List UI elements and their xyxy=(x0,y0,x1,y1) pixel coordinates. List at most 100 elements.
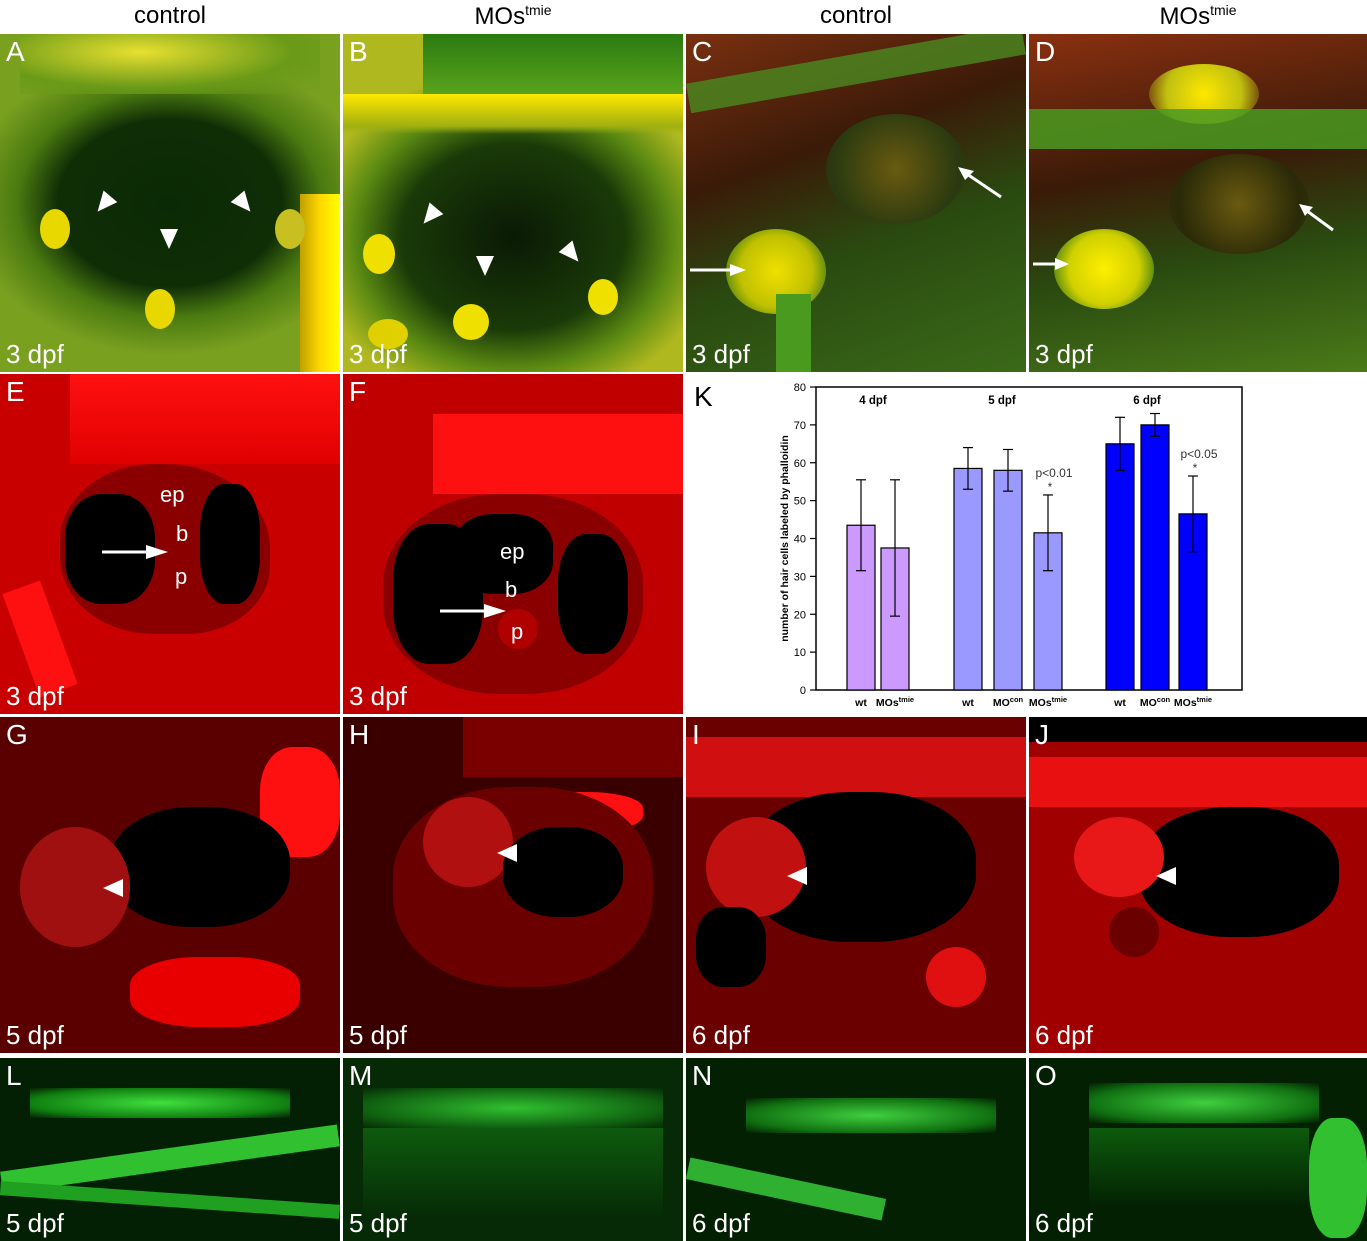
bar-chart: K 0 10 20 30 40 50 60 70 80 number of hair cells l… xyxy=(694,381,1243,709)
panel-letter: B xyxy=(349,36,368,67)
label-ep: ep xyxy=(160,482,185,507)
panel-letter: G xyxy=(6,719,28,750)
panel-letter: A xyxy=(6,36,25,67)
panel-letter: J xyxy=(1035,719,1049,750)
panel-n-micrograph: N 6 dpf xyxy=(686,1058,1026,1241)
y-tick-label: 70 xyxy=(794,420,806,432)
panel-letter: H xyxy=(349,719,370,750)
y-tick-label: 80 xyxy=(794,382,806,394)
arrowhead xyxy=(416,202,444,230)
arrowhead xyxy=(230,190,258,218)
stage-label: 6 dpf xyxy=(1035,1208,1093,1238)
category-label: MOstmie xyxy=(876,695,914,709)
y-tick-label: 0 xyxy=(800,685,806,697)
arrowhead xyxy=(476,256,494,276)
label-ep: ep xyxy=(500,539,525,564)
arrow xyxy=(1299,204,1334,232)
arrowhead xyxy=(497,844,517,862)
group-label: 4 dpf xyxy=(859,395,887,407)
arrow xyxy=(958,167,1002,199)
p-value-annotation: p<0.01 xyxy=(1035,466,1072,480)
stage-label: 5 dpf xyxy=(6,1208,64,1238)
column-header-mos-tmie-1: MOstmie xyxy=(474,2,552,30)
panel-c-micrograph: C 3 dpf xyxy=(686,34,1026,372)
panel-h-micrograph: H 5 dpf xyxy=(343,717,683,1053)
label-p: p xyxy=(511,619,524,644)
bar xyxy=(953,467,983,691)
panel-f-micrograph: ep b p F 3 dpf xyxy=(343,374,683,714)
panel-d-micrograph: D 3 dpf xyxy=(1029,34,1367,372)
arrowhead xyxy=(1156,867,1176,885)
panel-letter: M xyxy=(349,1060,373,1091)
category-label: MOcon xyxy=(993,695,1024,709)
category-label: wt xyxy=(1113,697,1126,709)
bar xyxy=(846,524,876,691)
stage-label: 5 dpf xyxy=(349,1020,407,1050)
panel-m-micrograph: M 5 dpf xyxy=(343,1058,683,1241)
stage-label: 3 dpf xyxy=(6,339,64,369)
stage-label: 5 dpf xyxy=(6,1020,64,1050)
bar xyxy=(1105,443,1135,691)
arrow xyxy=(690,264,746,276)
label-b: b xyxy=(505,577,518,602)
arrowhead xyxy=(160,229,178,249)
group-label: 5 dpf xyxy=(988,395,1016,407)
column-header-control-1: control xyxy=(133,2,207,29)
panel-letter: N xyxy=(692,1060,713,1091)
stage-label: 3 dpf xyxy=(692,339,750,369)
panel-letter: O xyxy=(1035,1060,1057,1091)
arrowhead xyxy=(90,190,118,218)
panel-g-micrograph: G 5 dpf xyxy=(0,717,340,1053)
panel-e-micrograph: ep b p E 3 dpf xyxy=(0,374,340,714)
stage-label: 3 dpf xyxy=(6,681,64,711)
panel-l-micrograph: L 5 dpf xyxy=(0,1058,340,1241)
significance-star: * xyxy=(1048,480,1053,494)
column-header-control-2: control xyxy=(819,2,893,29)
stage-label: 5 dpf xyxy=(349,1208,407,1238)
arrowhead xyxy=(787,867,807,885)
stage-label: 3 dpf xyxy=(349,681,407,711)
y-tick-label: 40 xyxy=(794,534,806,546)
arrow xyxy=(102,545,168,559)
panel-b-micrograph: B 3 dpf xyxy=(343,34,683,372)
p-value-annotation: p<0.05 xyxy=(1180,447,1217,461)
panel-letter: L xyxy=(6,1060,22,1091)
arrow xyxy=(1033,258,1069,270)
arrowhead xyxy=(558,240,586,268)
y-tick-label: 10 xyxy=(794,647,806,659)
stage-label: 6 dpf xyxy=(1035,1020,1093,1050)
panel-letter: I xyxy=(692,719,700,750)
category-label: MOcon xyxy=(1140,695,1171,709)
significance-star: * xyxy=(1193,461,1198,475)
stage-label: 3 dpf xyxy=(349,339,407,369)
chart-k: K 0 10 20 30 40 50 60 70 80 number of hair cells l… xyxy=(686,374,1367,714)
plot-frame xyxy=(815,386,1243,691)
arrow xyxy=(440,604,506,618)
panel-i-micrograph: I 6 dpf xyxy=(686,717,1026,1053)
category-label: wt xyxy=(854,697,867,709)
bar xyxy=(993,469,1023,691)
y-tick-label: 50 xyxy=(794,496,806,508)
category-label: MOstmie xyxy=(1174,695,1212,709)
panel-letter: E xyxy=(6,376,25,407)
stage-label: 6 dpf xyxy=(692,1020,750,1050)
panel-letter: K xyxy=(694,381,713,412)
arrowhead xyxy=(103,879,123,897)
label-p: p xyxy=(175,564,188,589)
y-axis-label: number of hair cells labeled by phalloid… xyxy=(779,435,791,642)
stage-label: 3 dpf xyxy=(1035,339,1093,369)
label-b: b xyxy=(176,521,189,546)
panel-o-micrograph: O 6 dpf xyxy=(1029,1058,1367,1241)
panel-j-micrograph: J 6 dpf xyxy=(1029,717,1367,1053)
panel-letter: D xyxy=(1035,36,1056,67)
y-tick-label: 60 xyxy=(794,458,806,470)
panel-a-micrograph: A 3 dpf xyxy=(0,34,340,372)
column-header-mos-tmie-2: MOstmie xyxy=(1159,2,1237,30)
stage-label: 6 dpf xyxy=(692,1208,750,1238)
y-tick-label: 20 xyxy=(794,609,806,621)
group-label: 6 dpf xyxy=(1133,395,1161,407)
y-tick-label: 30 xyxy=(794,571,806,583)
bar xyxy=(1140,424,1170,691)
category-label: wt xyxy=(961,697,974,709)
panel-letter: F xyxy=(349,376,367,407)
